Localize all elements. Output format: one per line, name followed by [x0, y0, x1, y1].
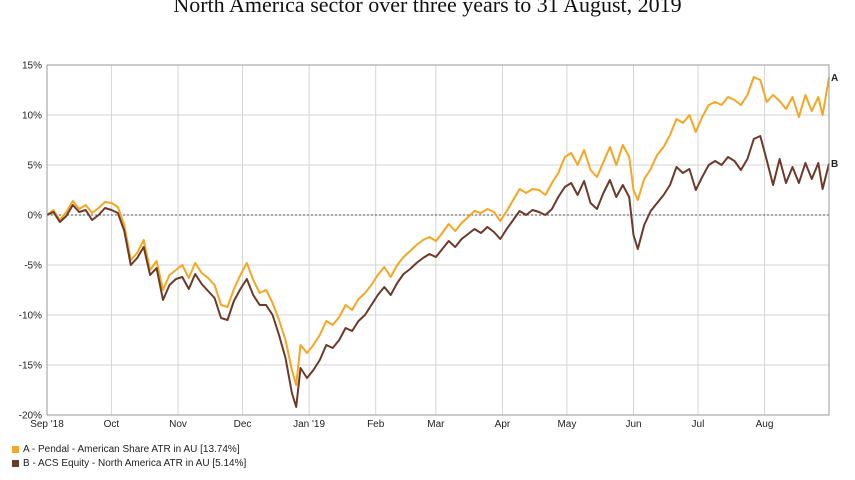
x-tick-label: Dec: [234, 419, 252, 430]
plot-border: [46, 64, 830, 416]
series-line-a: [46, 76, 830, 386]
series-end-labels: AB: [831, 73, 838, 170]
y-tick-label: -20%: [19, 411, 42, 422]
legend-swatch-a: [12, 445, 19, 453]
x-tick-label: Apr: [495, 419, 511, 430]
y-tick-label: -5%: [24, 261, 42, 272]
x-tick-label: Jul: [692, 419, 705, 430]
series-line-b: [46, 135, 830, 408]
chart-title: North America sector over three years to…: [173, 0, 682, 17]
legend: A - Pendal - American Share ATR in AU [1…: [12, 442, 246, 470]
y-tick-label: 5%: [28, 161, 43, 172]
y-tick-label: -15%: [19, 361, 42, 372]
x-tick-label: May: [557, 419, 576, 430]
series-end-label-a: A: [831, 73, 838, 84]
x-axis: Sep '18 Oct Nov Dec Jan '19 Feb Mar Apr May Jun Ju…: [30, 419, 773, 430]
legend-item-a: A - Pendal - American Share ATR in AU [1…: [12, 442, 246, 456]
y-tick-label: 10%: [22, 111, 42, 122]
legend-label-a: A - Pendal - American Share ATR in AU [1…: [23, 443, 240, 455]
y-tick-label: 15%: [22, 61, 42, 72]
y-axis: 15% 10% 5% 0% -5% -10% -15% -20%: [19, 61, 42, 422]
y-tick-label: -10%: [19, 311, 42, 322]
x-tick-label: Nov: [169, 419, 187, 430]
legend-label-b: B - ACS Equity - North America ATR in AU…: [23, 457, 247, 469]
legend-swatch-b: [12, 459, 19, 467]
series-end-label-b: B: [831, 159, 838, 170]
x-tick-label: Mar: [427, 419, 445, 430]
x-tick-label: Feb: [367, 419, 385, 430]
x-tick-label: Aug: [756, 419, 774, 430]
legend-item-b: B - ACS Equity - North America ATR in AU…: [12, 456, 246, 470]
plot-area: [47, 65, 829, 415]
x-tick-label: Oct: [104, 419, 120, 430]
x-tick-label: Jun: [625, 419, 641, 430]
series-lines: [46, 76, 830, 408]
x-tick-label: Sep '18: [30, 419, 64, 430]
y-tick-label: 0%: [28, 211, 43, 222]
x-tick-label: Jan '19: [293, 419, 325, 430]
